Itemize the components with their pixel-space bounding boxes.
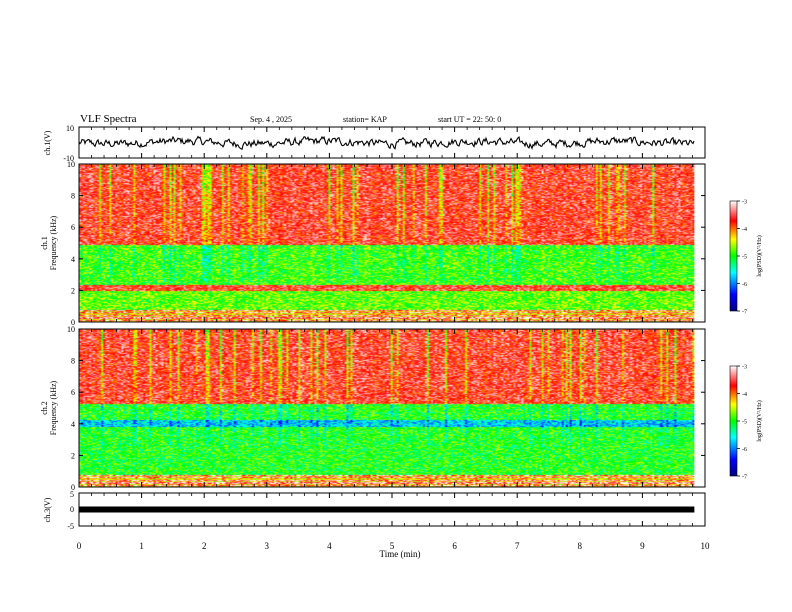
ch1-spec-ytick-label: 6 xyxy=(71,223,75,232)
ch1-colorbar-tick-label: -7 xyxy=(742,310,747,316)
x-tick-label: 7 xyxy=(515,541,520,551)
ch2-colorbar-label: log(PSD)(V²/Hz) xyxy=(756,400,763,441)
x-tick-label: 1 xyxy=(139,541,144,551)
ch3-waveform-panel: 5 0 -5 ch.3(V) xyxy=(43,490,706,531)
ch2-spec-ytick-label: 8 xyxy=(71,357,75,366)
ch2-spectrogram-panel: 0 2 4 6 8 10 ch.2 Frequency (kHz) xyxy=(40,325,706,492)
ch1-spec-ytick-label: 2 xyxy=(71,286,75,295)
ch2-spec-ylabel-top: ch.2 xyxy=(40,401,49,415)
ch1-spec-ylabel-top: ch.1 xyxy=(40,236,49,250)
ch3-ylabel: ch.3(V) xyxy=(43,497,52,522)
ch2-spec-ylabel-bottom: Frequency (kHz) xyxy=(49,380,58,435)
ch1-spec-ytick-label: 10 xyxy=(67,160,75,169)
ch1-spec-ytick-label: 4 xyxy=(71,255,75,264)
ch2-spec-ytick-label: 10 xyxy=(67,325,75,334)
ch2-spec-ytick-label: 2 xyxy=(71,451,75,460)
ch1-spec-ytick-label: 8 xyxy=(71,192,75,201)
ch1-colorbar-tick-label: -4 xyxy=(742,227,747,233)
x-tick-label: 3 xyxy=(265,541,270,551)
x-tick-label: 10 xyxy=(701,541,711,551)
ch2-colorbar-tick-label: -4 xyxy=(742,392,747,398)
ch2-colorbar-tick-label: -5 xyxy=(742,420,747,426)
date-label: Sep. 4 , 2025 xyxy=(250,115,292,124)
figure-title: VLF Spectra xyxy=(80,113,137,125)
ch1-spectrogram-image xyxy=(79,164,695,322)
ch2-spec-ytick-label: 6 xyxy=(71,388,75,397)
ch2-colorbar-tick-label: -7 xyxy=(742,475,747,481)
ch1-colorbar-tick-label: -3 xyxy=(742,200,747,206)
x-tick-label: 5 xyxy=(390,541,395,551)
ch1-colorbar-tick-label: -5 xyxy=(742,255,747,261)
time-axis-tick-labels: 0 1 2 3 4 5 6 7 8 9 10 xyxy=(77,541,710,551)
ch1-spec-ytick-label: 0 xyxy=(71,318,75,327)
ch2-colorbar: -3 -4 -5 -6 -7 log(PSD)(V²/Hz) xyxy=(729,365,763,481)
ch2-spec-ytick-label: 0 xyxy=(71,483,75,492)
ch1-colorbar-tick-label: -6 xyxy=(742,282,747,288)
x-tick-label: 4 xyxy=(327,541,332,551)
x-tick-label: 0 xyxy=(77,541,82,551)
ch2-spec-ytick-label: 4 xyxy=(71,420,75,429)
ch1-spec-ylabel-bottom: Frequency (kHz) xyxy=(49,215,58,270)
station-label: station= KAP xyxy=(343,115,387,124)
ch2-colorbar-tick-label: -3 xyxy=(742,365,747,371)
time-axis-ticks xyxy=(78,127,706,526)
ch1-ytick-bottom: -10 xyxy=(63,154,74,163)
ch1-colorbar: -3 -4 -5 -6 -7 log(PSD)(V²/Hz) xyxy=(729,200,763,316)
ch3-ytick-top: 5 xyxy=(70,490,74,499)
x-axis-label: Time (min) xyxy=(380,549,421,559)
ch2-colorbar-tick-label: -6 xyxy=(742,447,747,453)
ch3-ytick-bottom: -5 xyxy=(67,522,74,531)
x-tick-label: 6 xyxy=(452,541,457,551)
ch1-spectrogram-panel: 0 2 4 6 8 10 ch.1 Frequency (kHz) xyxy=(40,160,706,327)
x-tick-label: 8 xyxy=(578,541,583,551)
ch1-ylabel: ch.1(V) xyxy=(43,130,52,155)
ch1-waveform-line xyxy=(78,135,695,150)
ch2-spectrogram-image xyxy=(79,329,695,487)
start-time-label: start UT = 22: 50: 0 xyxy=(438,115,501,124)
x-tick-label: 2 xyxy=(202,541,207,551)
x-tick-label: 9 xyxy=(640,541,645,551)
ch1-ytick-top: 10 xyxy=(66,124,74,133)
ch1-colorbar-label: log(PSD)(V²/Hz) xyxy=(756,235,763,276)
ch3-waveform-line xyxy=(79,506,695,513)
ch1-waveform-panel: 10 -10 ch.1(V) xyxy=(43,124,706,163)
ch3-ytick-mid: 0 xyxy=(70,505,74,514)
